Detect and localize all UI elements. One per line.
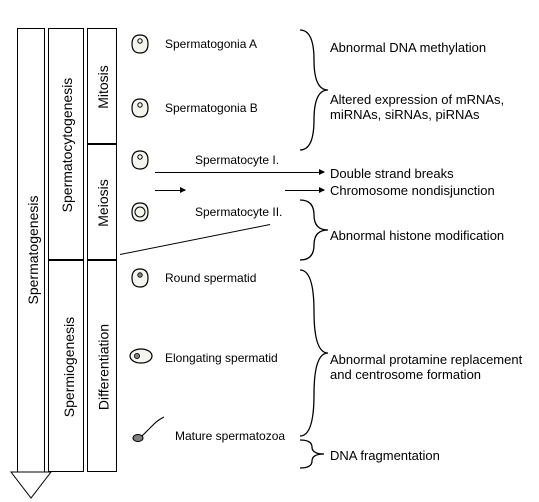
cell-icon-spc1 [128, 148, 152, 177]
phase-overall-label: Spermatogenesis [25, 175, 41, 325]
stage-label-rst: Round spermatid [165, 271, 256, 285]
arrow-dsb [155, 172, 324, 173]
cell-icon-rst [128, 266, 152, 295]
cell-icon-spc2 [128, 200, 152, 229]
phase-col2-bottom: Spermiogenesis [48, 260, 84, 472]
cell-icon-spgb [128, 96, 152, 125]
effect-e5: Abnormal histone modification [330, 228, 504, 243]
effect-e2: Altered expression of mRNAs, miRNAs, siR… [330, 92, 504, 122]
effect-e6: Abnormal protamine replacement and centr… [330, 352, 522, 382]
cell-icon-msp [128, 414, 168, 451]
arrow-nondisjunction-2 [285, 190, 324, 191]
effect-e3: Double strand breaks [330, 166, 454, 181]
effect-e7: DNA fragmentation [330, 448, 440, 463]
arrow-nondisjunction-1 [155, 190, 185, 191]
stage-label-msp: Mature spermatozoa [175, 429, 285, 443]
stage-label-spc1: Spermatocyte I. [195, 153, 279, 167]
phase-sub1a-label: Spermatocytogenesis [59, 65, 75, 225]
stage-label-spga: Spermatogonia A [165, 37, 257, 51]
brace-b1 [300, 30, 328, 150]
phase-sub2b-label: Meiosis [95, 158, 111, 248]
brace-b4 [300, 440, 324, 468]
effect-e4: Chromosome nondisjunction [330, 183, 495, 198]
stage-label-spc2: Spermatocyte II. [195, 205, 282, 219]
phase-sub2a-label: Mitosis [95, 42, 111, 132]
phase-col2-top: Spermatocytogenesis [48, 28, 84, 260]
phase-col3-meiosis: Meiosis [87, 144, 117, 260]
spermatogenesis-diagram: Spermatogenesis Spermatocytogenesis Sper… [0, 0, 539, 502]
phase-sub1b-label: Spermiogenesis [61, 297, 77, 437]
cell-icon-spga [128, 32, 152, 61]
effect-e1: Abnormal DNA methylation [330, 40, 486, 55]
cell-icon-est [128, 346, 154, 371]
stage-label-spgb: Spermatogonia B [165, 101, 258, 115]
phase-sub2c-label: Differentiation [96, 310, 112, 425]
brace-b3 [300, 270, 328, 436]
brace-b2 [300, 200, 328, 260]
phase-col3-diff: Differentiation [87, 260, 117, 472]
phase-col3-mitosis: Mitosis [87, 28, 117, 144]
stage-label-est: Elongating spermatid [165, 351, 278, 365]
phase-arrow-shaft: Spermatogenesis [17, 28, 45, 472]
